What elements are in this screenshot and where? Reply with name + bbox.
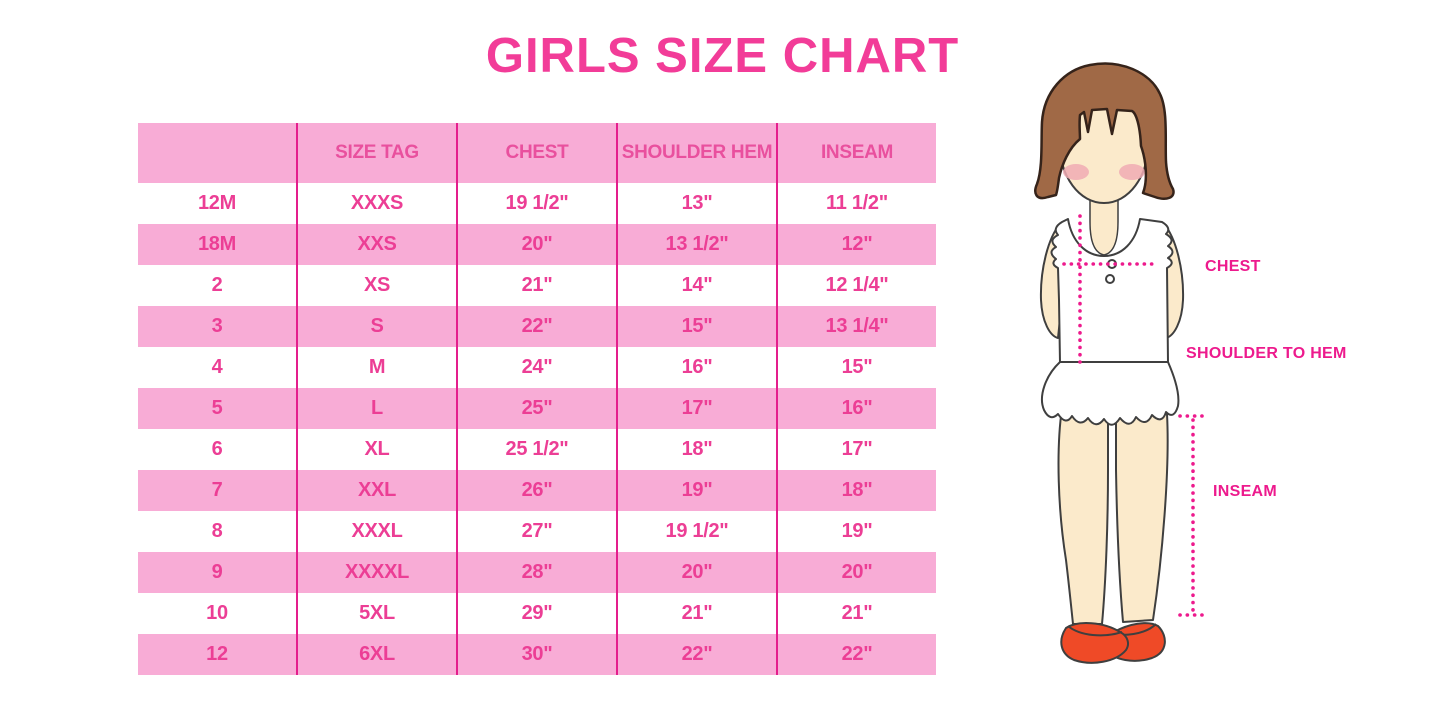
table-cell: 19"	[616, 470, 776, 511]
table-cell: S	[296, 306, 456, 347]
table-cell: 14"	[616, 265, 776, 306]
table-cell: XXXXL	[296, 552, 456, 593]
table-cell: 12"	[776, 224, 936, 265]
table-cell: 21"	[456, 265, 616, 306]
table-cell: 11 1/2"	[776, 183, 936, 224]
table-cell: 5XL	[296, 593, 456, 634]
table-cell: 25 1/2"	[456, 429, 616, 470]
table-cell: 17"	[616, 388, 776, 429]
girl-top-button-2	[1105, 274, 1115, 284]
table-cell: 30"	[456, 634, 616, 675]
chest-label: CHEST	[1205, 258, 1261, 275]
table-cell: 19 1/2"	[456, 183, 616, 224]
table-cell: 22"	[616, 634, 776, 675]
table-cell: XXS	[296, 224, 456, 265]
table-cell: 18"	[616, 429, 776, 470]
table-cell: L	[296, 388, 456, 429]
table-cell: 21"	[776, 593, 936, 634]
table-cell: 17"	[776, 429, 936, 470]
table-cell: XXXS	[296, 183, 456, 224]
inseam-label: INSEAM	[1213, 483, 1277, 500]
table-body: 12M XXXS 19 1/2" 13" 11 1/2" 18M XXS 20" 13 1/2"…	[138, 183, 936, 675]
table-cell: 12	[206, 643, 228, 665]
table-cell: 18M	[197, 233, 236, 255]
table-row: 10 5XL 29" 21" 21"	[138, 593, 936, 634]
table-row: 8 XXXL 27" 19 1/2" 19"	[138, 511, 936, 552]
table-cell: 15"	[776, 347, 936, 388]
girl-blush-right	[1119, 164, 1145, 180]
girl-shoe-left-strap	[1067, 625, 1123, 637]
table-cell: 19"	[776, 511, 936, 552]
table-cell: 20"	[456, 224, 616, 265]
header-cell	[138, 123, 296, 183]
table-cell: 13 1/2"	[616, 224, 776, 265]
table-cell: 27"	[456, 511, 616, 552]
girl-measurement-illustration: CHEST SHOULDER TO HEM INSEAM	[1034, 62, 1347, 664]
girl-top	[1050, 218, 1174, 367]
table-cell: 18"	[776, 470, 936, 511]
table-cell: 4	[211, 356, 223, 378]
table-cell: 6	[211, 438, 223, 460]
table-cell: 16"	[616, 347, 776, 388]
table-header-row: SIZE TAG CHEST SHOULDER HEM INSEAM	[138, 123, 936, 183]
girl-leg-left	[1057, 407, 1109, 625]
table-row: 18M XXS 20" 13 1/2" 12"	[138, 224, 936, 265]
table-cell: 22"	[456, 306, 616, 347]
header-cell: SIZE TAG	[296, 123, 456, 183]
girl-leg-right	[1115, 409, 1169, 623]
header-cell: INSEAM	[776, 123, 936, 183]
table-cell: 29"	[456, 593, 616, 634]
table-row: 12 6XL 30" 22" 22"	[138, 634, 936, 675]
table-cell: 20"	[776, 552, 936, 593]
table-row: 6 XL 25 1/2" 18" 17"	[138, 429, 936, 470]
table-cell: 10	[206, 602, 228, 624]
girl-hair	[1034, 62, 1175, 200]
girl-skirt	[1041, 361, 1180, 426]
table-cell: 28"	[456, 552, 616, 593]
table-cell: XS	[296, 265, 456, 306]
table-cell: 13"	[616, 183, 776, 224]
table-row: 12M XXXS 19 1/2" 13" 11 1/2"	[138, 183, 936, 224]
table-cell: M	[296, 347, 456, 388]
table-cell: 19 1/2"	[616, 511, 776, 552]
table-cell: 22"	[776, 634, 936, 675]
table-cell: 15"	[616, 306, 776, 347]
table-cell: XL	[296, 429, 456, 470]
girl-shoe-left	[1060, 622, 1129, 664]
table-row: 3 S 22" 15" 13 1/4"	[138, 306, 936, 347]
table-cell: 20"	[616, 552, 776, 593]
shoulder-to-hem-label: SHOULDER TO HEM	[1186, 345, 1347, 362]
girl-neck	[1089, 191, 1119, 256]
table-cell: 7	[211, 479, 223, 501]
table-cell: 12M	[197, 192, 236, 214]
table-row: 2 XS 21" 14" 12 1/4"	[138, 265, 936, 306]
table-cell: 3	[211, 315, 223, 337]
table-cell: 6XL	[296, 634, 456, 675]
header-cell: SHOULDER HEM	[616, 123, 776, 183]
table-cell: 2	[211, 274, 223, 296]
table-cell: 5	[211, 397, 223, 419]
header-cell: CHEST	[456, 123, 616, 183]
page-title: GIRLS SIZE CHART	[485, 29, 960, 83]
table-row: 9 XXXXL 28" 20" 20"	[138, 552, 936, 593]
table-cell: XXL	[296, 470, 456, 511]
table-cell: 16"	[776, 388, 936, 429]
table-row: 5 L 25" 17" 16"	[138, 388, 936, 429]
table-cell: 9	[211, 561, 223, 583]
table-cell: 25"	[456, 388, 616, 429]
girl-blush-left	[1063, 164, 1089, 180]
table-cell: 26"	[456, 470, 616, 511]
table-row: 4 M 24" 16" 15"	[138, 347, 936, 388]
table-cell: 24"	[456, 347, 616, 388]
table-row: 7 XXL 26" 19" 18"	[138, 470, 936, 511]
table-cell: 8	[211, 520, 223, 542]
size-chart-table: SIZE TAG CHEST SHOULDER HEM INSEAM 12M XXXS 1…	[138, 123, 936, 675]
table-cell: 13 1/4"	[776, 306, 936, 347]
table-cell: XXXL	[296, 511, 456, 552]
table-cell: 21"	[616, 593, 776, 634]
table-cell: 12 1/4"	[776, 265, 936, 306]
